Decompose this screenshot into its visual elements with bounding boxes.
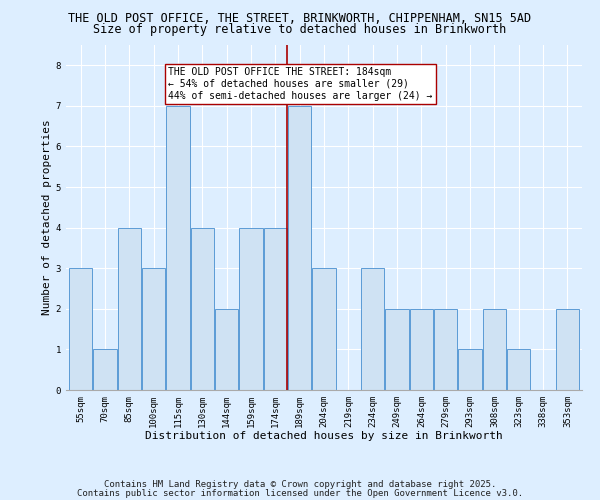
Bar	[410, 309, 433, 390]
Bar	[239, 228, 263, 390]
Bar	[69, 268, 92, 390]
Text: Size of property relative to detached houses in Brinkworth: Size of property relative to detached ho…	[94, 22, 506, 36]
Bar	[94, 350, 116, 390]
Bar	[434, 309, 457, 390]
Bar	[142, 268, 165, 390]
Bar	[556, 309, 579, 390]
Bar	[166, 106, 190, 390]
Text: THE OLD POST OFFICE THE STREET: 184sqm
← 54% of detached houses are smaller (29): THE OLD POST OFFICE THE STREET: 184sqm ←…	[168, 68, 433, 100]
Bar	[385, 309, 409, 390]
Bar	[507, 350, 530, 390]
Bar	[264, 228, 287, 390]
Y-axis label: Number of detached properties: Number of detached properties	[41, 120, 52, 316]
Text: Contains public sector information licensed under the Open Government Licence v3: Contains public sector information licen…	[77, 489, 523, 498]
X-axis label: Distribution of detached houses by size in Brinkworth: Distribution of detached houses by size …	[145, 432, 503, 442]
Text: THE OLD POST OFFICE, THE STREET, BRINKWORTH, CHIPPENHAM, SN15 5AD: THE OLD POST OFFICE, THE STREET, BRINKWO…	[68, 12, 532, 26]
Bar	[118, 228, 141, 390]
Bar	[361, 268, 384, 390]
Bar	[313, 268, 335, 390]
Bar	[191, 228, 214, 390]
Bar	[483, 309, 506, 390]
Bar	[288, 106, 311, 390]
Text: Contains HM Land Registry data © Crown copyright and database right 2025.: Contains HM Land Registry data © Crown c…	[104, 480, 496, 489]
Bar	[215, 309, 238, 390]
Bar	[458, 350, 482, 390]
